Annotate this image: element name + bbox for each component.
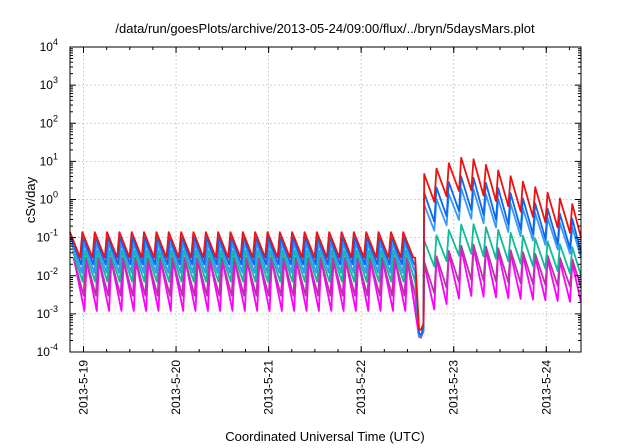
y-axis-label: cSv/day [23, 176, 38, 223]
x-axis-label: Coordinated Universal Time (UTC) [225, 429, 424, 444]
y-tick-label: 104 [40, 37, 58, 54]
y-tick-base: 10 [40, 193, 54, 207]
x-tick-label: 2013-5-21 [262, 360, 276, 415]
y-tick-label: 10-2 [37, 266, 58, 283]
y-tick-exponent: -3 [50, 304, 58, 314]
y-tick-label: 10-1 [37, 228, 58, 245]
y-tick-exponent: -1 [50, 228, 58, 238]
y-tick-base: 10 [37, 269, 51, 283]
y-tick-base: 10 [37, 345, 51, 359]
series-line [71, 223, 582, 338]
y-tick-exponent: 0 [53, 190, 58, 200]
y-tick-exponent: 4 [53, 37, 58, 47]
x-tick-label: 2013-5-19 [76, 360, 90, 415]
series-line [72, 243, 582, 338]
y-tick-exponent: -4 [50, 342, 58, 352]
y-tick-exponent: 1 [53, 151, 58, 161]
x-tick-label: 2013-5-24 [539, 360, 553, 415]
y-tick-label: 100 [40, 190, 58, 207]
y-tick-base: 10 [37, 231, 51, 245]
y-tick-base: 10 [40, 154, 54, 168]
y-tick-label: 10-4 [37, 342, 58, 359]
y-tick-exponent: -2 [50, 266, 58, 276]
y-tick-base: 10 [40, 116, 54, 130]
series-line [70, 175, 582, 336]
tick-layer: 10-410-310-210-11001011021031042013-5-19… [37, 37, 581, 415]
y-tick-label: 10-3 [37, 304, 58, 321]
x-tick-label: 2013-5-23 [447, 360, 461, 415]
y-tick-base: 10 [40, 78, 54, 92]
x-tick-label: 2013-5-20 [169, 360, 183, 415]
y-tick-label: 103 [40, 75, 58, 92]
y-tick-exponent: 3 [53, 75, 58, 85]
y-tick-base: 10 [37, 307, 51, 321]
y-tick-base: 10 [40, 40, 54, 54]
chart-title: /data/run/goesPlots/archive/2013-05-24/0… [115, 21, 535, 36]
y-tick-label: 101 [40, 151, 58, 168]
series-line [70, 187, 582, 337]
y-tick-exponent: 2 [53, 113, 58, 123]
series-line [69, 156, 582, 331]
series-layer [69, 156, 582, 339]
y-tick-label: 102 [40, 113, 58, 130]
x-tick-label: 2013-5-22 [354, 360, 368, 415]
